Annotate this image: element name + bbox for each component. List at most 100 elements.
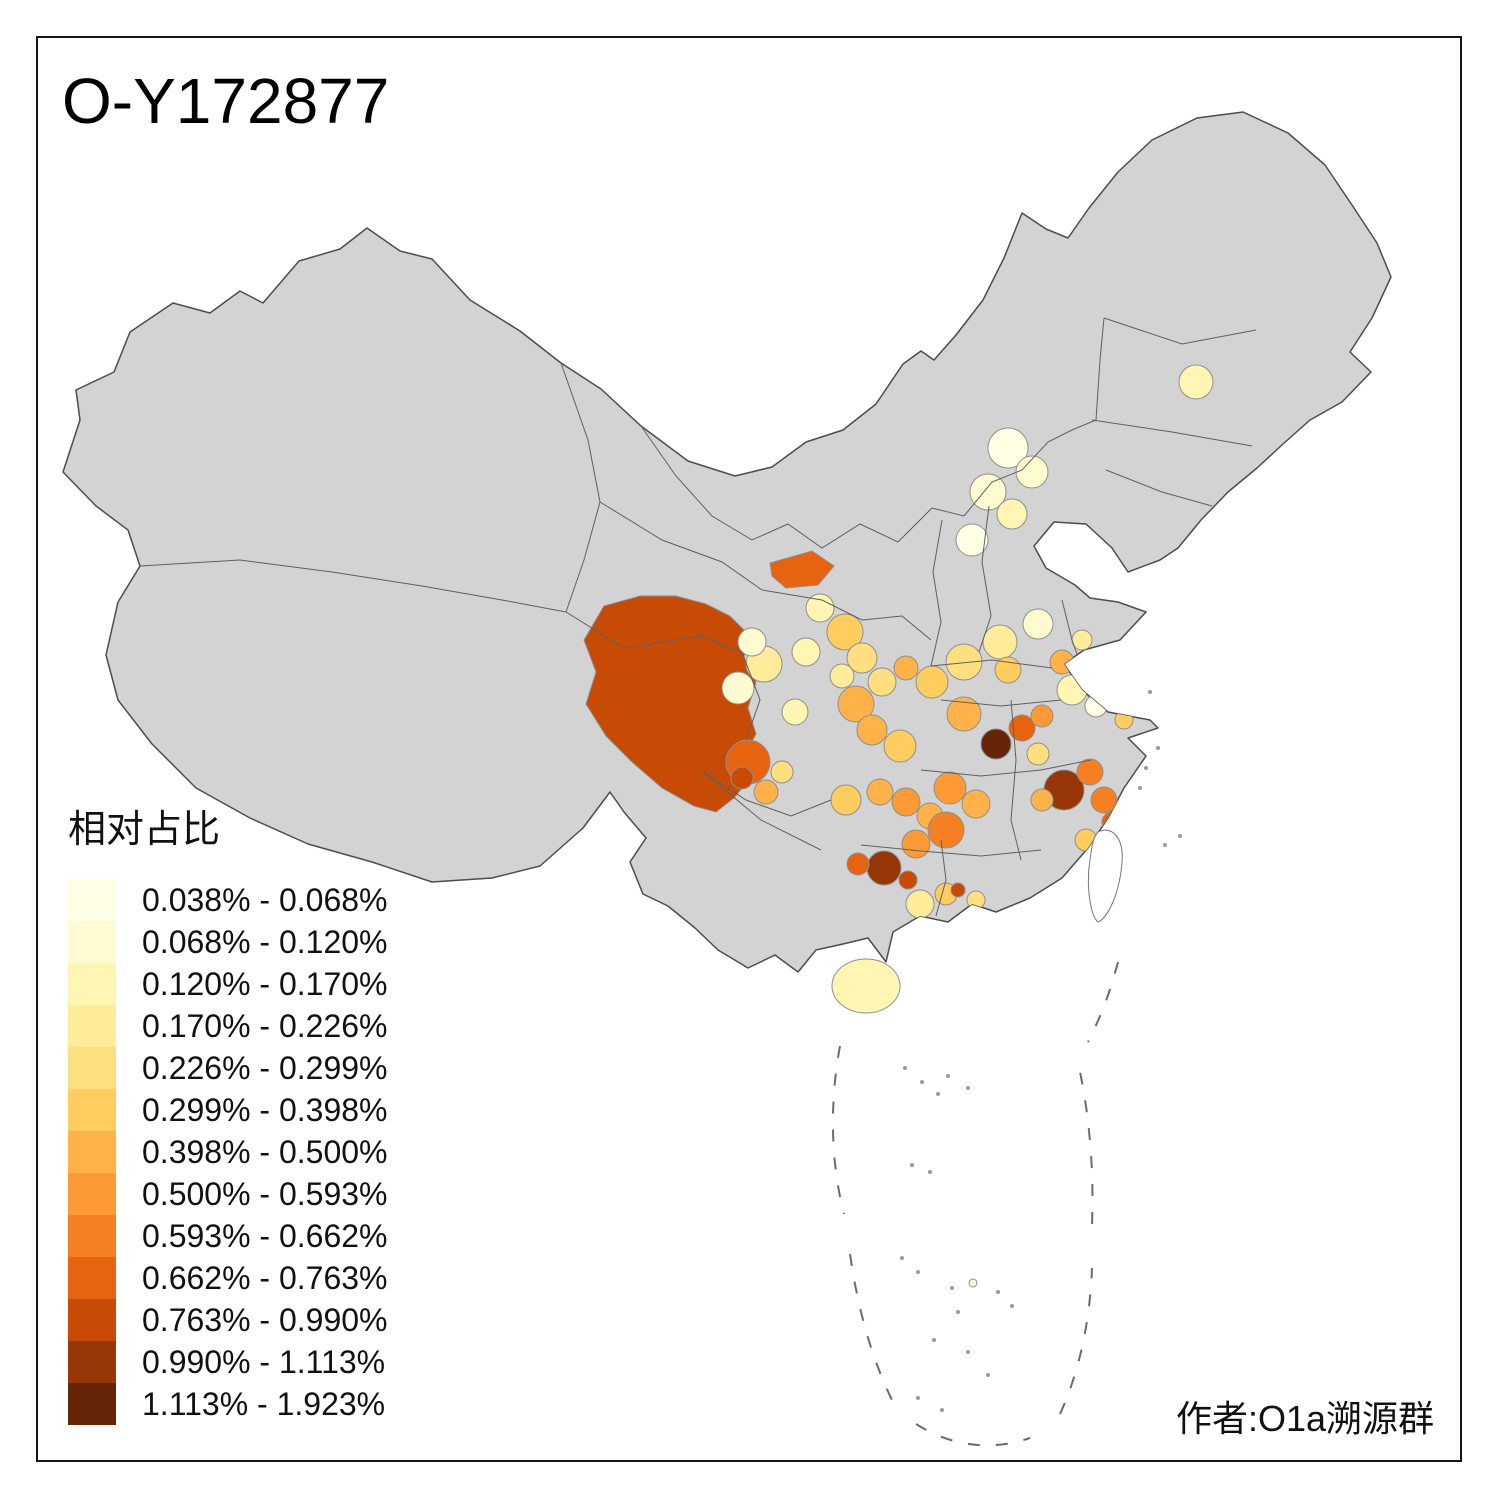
map-region bbox=[891, 787, 921, 817]
map-region bbox=[753, 779, 779, 805]
map-region bbox=[730, 766, 754, 790]
legend-swatch bbox=[68, 1047, 116, 1089]
legend-rows: 0.038% - 0.068% 0.068% - 0.120% 0.120% - 0… bbox=[68, 879, 388, 1425]
map-region bbox=[901, 829, 931, 859]
legend-label: 0.068% - 0.120% bbox=[142, 923, 388, 960]
legend-label: 0.990% - 1.113% bbox=[142, 1343, 386, 1380]
legend-row: 0.120% - 0.170% bbox=[68, 963, 388, 1005]
map-region bbox=[980, 728, 1012, 760]
legend-row: 0.038% - 0.068% bbox=[68, 879, 388, 921]
map-region bbox=[770, 760, 794, 784]
map-region bbox=[1008, 714, 1036, 742]
legend-row: 1.113% - 1.923% bbox=[68, 1383, 388, 1425]
taiwan-island bbox=[1087, 829, 1123, 923]
legend-row: 0.990% - 1.113% bbox=[68, 1341, 388, 1383]
legend-swatch bbox=[68, 1173, 116, 1215]
legend-label: 0.120% - 0.170% bbox=[142, 965, 388, 1002]
map-region bbox=[1015, 455, 1049, 489]
legend-label: 0.038% - 0.068% bbox=[142, 881, 388, 918]
map-region bbox=[898, 870, 918, 890]
legend-swatch bbox=[68, 1131, 116, 1173]
map-legend: 相对占比 0.038% - 0.068% 0.068% - 0.120% 0.120… bbox=[68, 798, 388, 1425]
nine-dash-line bbox=[831, 961, 1119, 1447]
map-region bbox=[1105, 681, 1131, 707]
legend-swatch bbox=[68, 1005, 116, 1047]
map-region bbox=[893, 655, 919, 681]
legend-row: 0.763% - 0.990% bbox=[68, 1299, 388, 1341]
map-region bbox=[721, 671, 755, 705]
legend-label: 0.226% - 0.299% bbox=[142, 1049, 388, 1086]
map-region bbox=[955, 523, 989, 557]
map-region bbox=[982, 624, 1018, 660]
map-region bbox=[831, 958, 901, 1014]
legend-title: 相对占比 bbox=[68, 809, 221, 851]
map-region bbox=[1090, 786, 1118, 814]
map-region bbox=[781, 698, 809, 726]
legend-swatch bbox=[68, 1341, 116, 1383]
legend-swatch bbox=[68, 1089, 116, 1131]
map-region bbox=[1178, 364, 1214, 400]
map-region bbox=[805, 593, 835, 623]
legend-label: 0.398% - 0.500% bbox=[142, 1133, 388, 1170]
map-region bbox=[846, 852, 870, 876]
map-region bbox=[867, 667, 897, 697]
region-patches bbox=[583, 364, 1214, 919]
map-region bbox=[1096, 650, 1120, 674]
legend-row: 0.500% - 0.593% bbox=[68, 1173, 388, 1215]
legend-row: 0.226% - 0.299% bbox=[68, 1047, 388, 1089]
legend-label: 0.500% - 0.593% bbox=[142, 1175, 388, 1212]
legend-row: 0.299% - 0.398% bbox=[68, 1089, 388, 1131]
legend-label: 0.763% - 0.990% bbox=[142, 1301, 388, 1338]
map-region bbox=[946, 696, 982, 732]
legend-swatch bbox=[68, 1257, 116, 1299]
map-region bbox=[945, 643, 983, 681]
legend-swatch bbox=[68, 1383, 116, 1425]
map-region bbox=[769, 550, 835, 589]
map-region bbox=[905, 889, 935, 919]
map-region bbox=[996, 498, 1028, 530]
map-region bbox=[1084, 694, 1108, 718]
map-region bbox=[915, 665, 949, 699]
legend-label: 0.170% - 0.226% bbox=[142, 1007, 388, 1044]
province-borders bbox=[139, 317, 1257, 917]
mainland-outline bbox=[62, 111, 1392, 973]
attribution-text: 作者:O1a溯源群 bbox=[1175, 1398, 1434, 1439]
legend-row: 0.170% - 0.226% bbox=[68, 1005, 388, 1047]
page-title: O-Y172877 bbox=[62, 65, 390, 137]
map-region bbox=[866, 778, 894, 806]
map-region bbox=[987, 427, 1029, 469]
map-region bbox=[1030, 788, 1054, 812]
map-region bbox=[1030, 704, 1054, 728]
legend-label: 1.113% - 1.923% bbox=[142, 1385, 386, 1422]
map-region bbox=[856, 714, 888, 746]
legend-swatch bbox=[68, 1299, 116, 1341]
map-region bbox=[1071, 629, 1093, 651]
map-region bbox=[1076, 758, 1104, 786]
map-region bbox=[1026, 742, 1050, 766]
map-region bbox=[826, 613, 864, 651]
island-patches bbox=[831, 958, 978, 1288]
legend-row: 0.662% - 0.763% bbox=[68, 1257, 388, 1299]
map-region bbox=[846, 642, 878, 674]
legend-swatch bbox=[68, 921, 116, 963]
map-region bbox=[830, 784, 862, 816]
small-islands bbox=[900, 690, 1182, 1412]
legend-row: 0.398% - 0.500% bbox=[68, 1131, 388, 1173]
map-region bbox=[1049, 649, 1075, 675]
legend-swatch bbox=[68, 879, 116, 921]
map-region bbox=[791, 637, 821, 667]
map-region bbox=[737, 627, 767, 657]
legend-row: 0.593% - 0.662% bbox=[68, 1215, 388, 1257]
map-region bbox=[829, 663, 855, 689]
map-region bbox=[950, 882, 966, 898]
legend-row: 0.068% - 0.120% bbox=[68, 921, 388, 963]
map-region bbox=[927, 811, 965, 849]
legend-swatch bbox=[68, 963, 116, 1005]
map-region bbox=[968, 1278, 978, 1288]
legend-label: 0.299% - 0.398% bbox=[142, 1091, 388, 1128]
legend-swatch bbox=[68, 1215, 116, 1257]
map-region bbox=[933, 771, 967, 805]
map-region bbox=[883, 729, 917, 763]
